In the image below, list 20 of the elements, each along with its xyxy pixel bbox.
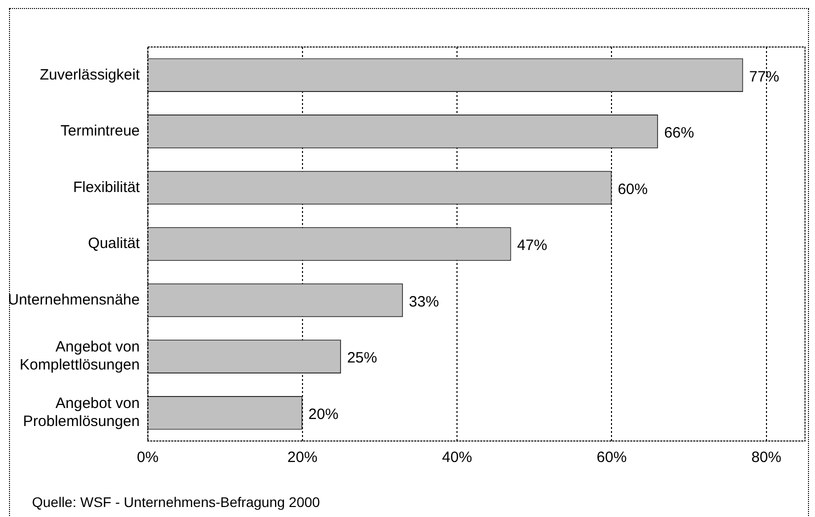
y-tick-label: Angebot von Komplettlösungen <box>20 338 140 374</box>
data-label: 60% <box>618 180 648 198</box>
y-tick-label: Angebot von Problemlösungen <box>23 395 140 430</box>
x-tick-label: 20% <box>287 449 318 466</box>
x-tick-label: 80% <box>751 449 782 466</box>
x-tick-label: 0% <box>136 449 159 466</box>
data-label: 20% <box>308 406 338 423</box>
x-tick-label: 60% <box>596 449 627 466</box>
y-tick-label: Termintreue <box>60 122 140 140</box>
source-note: Quelle: WSF - Unternehmens-Befragung 2000 <box>32 494 320 510</box>
y-tick-label: Flexibilität <box>73 178 141 196</box>
data-label: 47% <box>517 237 548 254</box>
y-tick-label: Zuverlässigkeit <box>40 66 141 84</box>
x-tick-label: 40% <box>442 449 472 466</box>
data-label: 25% <box>347 350 378 367</box>
y-tick-label: Qualität <box>88 235 141 252</box>
data-label: 33% <box>408 293 439 310</box>
data-label: 77% <box>749 68 780 86</box>
data-label: 66% <box>664 124 694 142</box>
y-tick-label: Unternehmensnähe <box>8 291 140 308</box>
